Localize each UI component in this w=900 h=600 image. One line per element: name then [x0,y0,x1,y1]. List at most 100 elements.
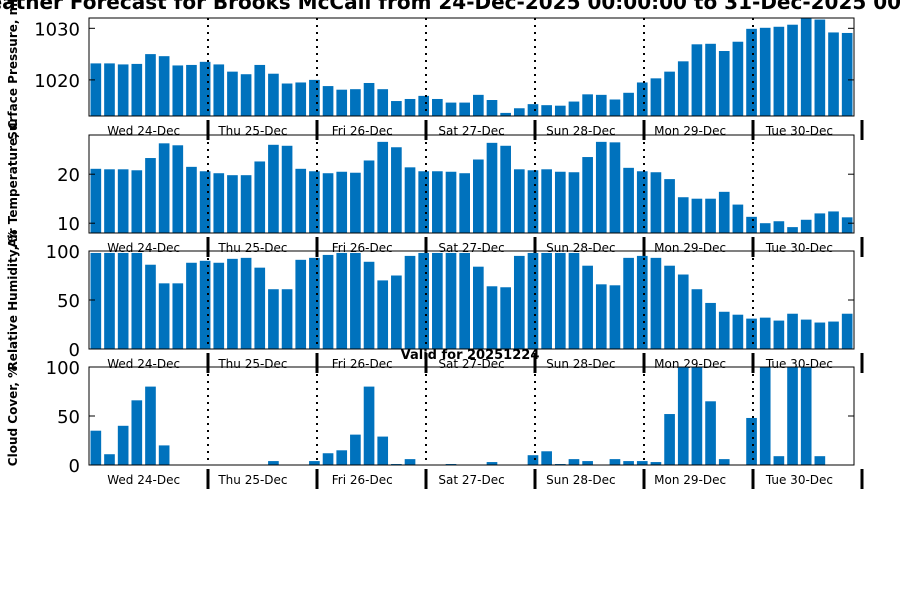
bar [377,280,389,349]
bar [363,261,375,349]
bar [131,252,143,349]
bar [623,92,634,116]
day-label: Fri 26-Dec [332,241,393,255]
bar [363,386,375,465]
bar [582,461,593,465]
bar [500,112,511,116]
bar [445,252,457,349]
bar [554,252,566,349]
bar [636,82,648,116]
bar [814,322,826,349]
bar [90,168,102,233]
bar [568,101,580,116]
bar [800,367,812,465]
bar [841,32,853,116]
y-axis-label: Air Temperature, C [6,120,20,248]
bar [350,172,361,233]
bar [664,265,675,349]
bar [254,64,266,116]
bar [759,367,771,465]
bar [554,171,566,233]
bar [800,18,812,116]
day-label: Sun 28-Dec [546,473,615,487]
bar [391,101,402,116]
bar [459,102,470,116]
bar [363,160,375,233]
bar [486,286,498,349]
bar [158,143,170,233]
bar [268,73,279,116]
bar [718,51,730,117]
day-label: Wed 24-Dec [107,357,180,371]
bar [486,142,498,233]
bar [227,258,238,349]
bar [732,41,744,117]
day-label: Thu 25-Dec [217,473,287,487]
day-label: Tue 30-Dec [765,241,833,255]
bar [677,274,689,349]
bar [609,99,621,116]
bar [787,227,798,233]
bar [650,172,662,233]
bar [90,430,102,465]
bar [281,289,293,349]
bar [199,171,211,233]
day-label: Sun 28-Dec [546,241,615,255]
day-label: Sat 27-Dec [438,124,504,138]
bar [213,262,225,349]
y-tick-label: 0 [69,340,80,361]
bar [759,223,771,233]
bar [213,173,225,233]
day-label: Sat 27-Dec [438,241,504,255]
bar [117,425,129,465]
bar [377,141,389,233]
bar [841,217,853,233]
bar [527,170,539,233]
bar [391,275,402,349]
bar [322,254,334,349]
bar [186,64,197,116]
bar [295,82,307,116]
day-label: Mon 29-Dec [654,124,726,138]
bar [445,102,457,116]
day-label: Tue 30-Dec [765,473,833,487]
day-label: Thu 25-Dec [217,124,287,138]
bar [718,459,730,465]
plot-frame [88,17,855,117]
bar [104,63,115,116]
bar [104,252,115,349]
bar [418,171,430,233]
bar [691,198,703,233]
bar [800,319,812,349]
bar [677,367,689,465]
bar [541,169,552,233]
bar [773,221,785,233]
bar [158,445,170,465]
bar [432,98,443,116]
bar [131,400,143,465]
bar [705,302,716,349]
bar [759,27,771,116]
bar [322,453,334,465]
y-tick-label: 20 [57,165,80,186]
bar [117,64,129,116]
bar [746,28,757,116]
bar [664,71,675,116]
bar [172,145,184,233]
bar [172,65,184,116]
bar [213,64,225,116]
bar [186,262,197,349]
bar [117,169,129,233]
bar [527,104,539,116]
bar [486,100,498,116]
bar [595,94,607,116]
y-tick-label: 10 [57,214,80,235]
day-label: Sun 28-Dec [546,124,615,138]
bar [459,173,470,233]
bar [582,94,593,116]
day-label: Fri 26-Dec [332,124,393,138]
bar [459,252,470,349]
bar [814,213,826,233]
bar [568,459,580,465]
